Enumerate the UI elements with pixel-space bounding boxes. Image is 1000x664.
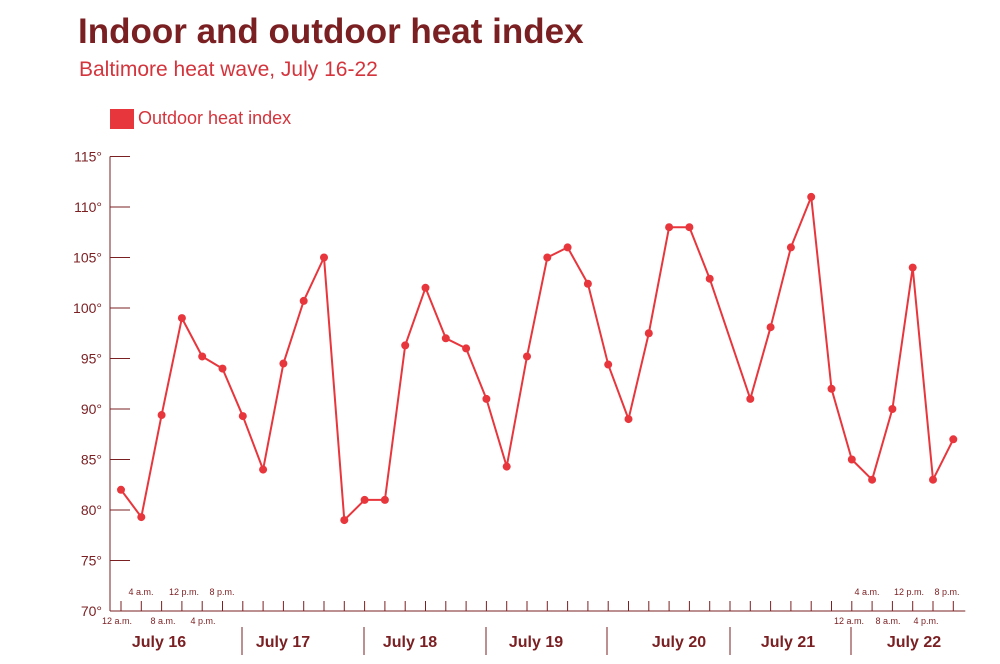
data-point [644, 329, 653, 338]
hour-label: 4 p.m. [913, 616, 938, 626]
data-point [340, 516, 349, 525]
y-tick-label: 100° [73, 300, 102, 316]
hour-label: 8 a.m. [875, 616, 900, 626]
data-point [523, 352, 531, 361]
data-point [604, 360, 613, 369]
data-point [218, 364, 227, 373]
data-point [847, 455, 856, 464]
data-point [665, 223, 674, 232]
data-point [624, 415, 633, 424]
hour-label: 4 a.m. [854, 587, 879, 597]
y-tick-label: 75° [81, 553, 102, 569]
data-point [360, 495, 369, 504]
hour-label: 4 p.m. [190, 616, 215, 626]
data-point [786, 243, 795, 252]
y-tick-label: 85° [81, 452, 102, 468]
data-point [401, 341, 410, 350]
y-tick-label: 105° [73, 250, 102, 266]
hour-label: 4 a.m. [128, 587, 153, 597]
day-label: July 18 [383, 634, 437, 651]
data-point [238, 412, 247, 421]
day-label: July 20 [652, 634, 706, 651]
data-point [320, 253, 328, 262]
y-tick-label: 70° [81, 603, 102, 619]
data-point [543, 253, 552, 262]
data-point [137, 513, 146, 522]
data-point [157, 411, 166, 420]
y-tick-label: 110° [74, 199, 102, 215]
y-tick-label: 80° [81, 502, 102, 518]
day-label: July 19 [509, 634, 563, 651]
day-label: July 21 [761, 634, 815, 651]
hour-label: 12 a.m. [834, 616, 864, 626]
legend-label: Outdoor heat index [138, 108, 292, 128]
data-point [685, 223, 694, 232]
data-point [583, 279, 592, 288]
data-point [462, 344, 471, 353]
y-tick-label: 90° [81, 401, 102, 417]
day-label: July 22 [887, 634, 941, 651]
data-point [279, 359, 288, 368]
hour-label: 8 a.m. [150, 616, 175, 626]
hour-label: 12 a.m. [102, 616, 132, 626]
day-label: July 17 [256, 634, 310, 651]
data-point [421, 283, 430, 292]
data-point [908, 263, 917, 272]
data-point [868, 475, 877, 484]
data-point [482, 394, 491, 403]
hour-label: 12 p.m. [169, 587, 199, 597]
chart-subtitle: Baltimore heat wave, July 16-22 [79, 58, 378, 81]
data-point [929, 475, 937, 484]
data-point [766, 323, 775, 332]
data-point [807, 192, 816, 201]
data-point [888, 405, 897, 413]
data-point [380, 495, 389, 504]
data-point [827, 384, 836, 393]
data-point [502, 462, 511, 471]
y-tick-label: 95° [81, 351, 102, 367]
data-point [259, 465, 268, 474]
legend-swatch [110, 108, 134, 129]
chart-title: Indoor and outdoor heat index [78, 12, 584, 51]
legend: Outdoor heat index [110, 108, 291, 129]
data-point [746, 394, 755, 403]
data-point [563, 243, 572, 252]
hour-label: 12 p.m. [894, 587, 924, 597]
day-label: July 16 [132, 634, 186, 651]
data-point [441, 334, 450, 343]
y-tick-label: 115° [74, 149, 102, 165]
data-point [177, 314, 186, 323]
hour-label: 8 p.m. [209, 587, 234, 597]
series-line [120, 195, 955, 522]
data-point [949, 435, 958, 444]
data-point [117, 485, 125, 494]
data-point [198, 352, 207, 361]
data-point [299, 296, 308, 305]
hour-label: 8 p.m. [934, 587, 959, 597]
data-point [705, 274, 714, 283]
